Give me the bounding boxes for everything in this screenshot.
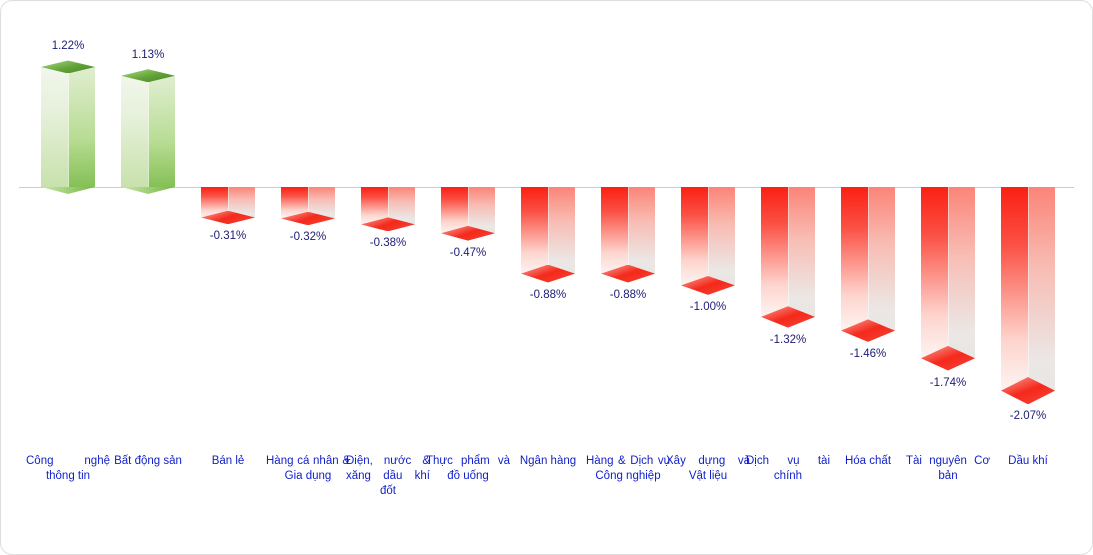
bar-group[interactable]: -0.32% Hàng cá nhân & Gia dụng bbox=[266, 1, 350, 554]
bar-group[interactable]: -1.46% Hóa chất bbox=[826, 1, 910, 554]
bar-cap-diamond bbox=[281, 211, 335, 226]
bar-body[interactable] bbox=[521, 187, 575, 274]
bar-group[interactable]: -1.00% Xây dựng và Vật liệu bbox=[666, 1, 750, 554]
bar-face-left bbox=[761, 187, 788, 317]
bar-face-left bbox=[521, 187, 548, 274]
bar-cap-diamond bbox=[361, 217, 415, 232]
bar-base-wedge bbox=[41, 187, 95, 194]
bar-group[interactable]: -0.47% Thực phẩm và đồ uống bbox=[426, 1, 510, 554]
bar-cap-diamond bbox=[41, 60, 95, 74]
bar-group[interactable]: -2.07% Dầu khí bbox=[986, 1, 1070, 554]
bar-face-left bbox=[121, 75, 148, 187]
bar-body[interactable] bbox=[441, 187, 495, 234]
value-label: -1.00% bbox=[689, 300, 727, 313]
value-label: 1.13% bbox=[131, 49, 165, 62]
category-label: Xây dựng và Vật liệu bbox=[666, 455, 750, 482]
bar-cap-diamond bbox=[441, 225, 495, 241]
bar-face-right bbox=[467, 187, 495, 234]
bar-base-wedge bbox=[121, 187, 175, 194]
bar-cap-diamond bbox=[201, 210, 255, 225]
bar-face-left bbox=[1001, 187, 1028, 391]
bar-face-right bbox=[1027, 187, 1055, 391]
bar-face-right bbox=[387, 187, 415, 225]
bar-group[interactable]: -0.88% Hàng & Dịch vụ Công nghiệp bbox=[586, 1, 670, 554]
bar-face-left bbox=[361, 187, 388, 225]
bar-body[interactable] bbox=[41, 66, 95, 187]
bar-face-left bbox=[41, 66, 68, 187]
bar-body[interactable] bbox=[921, 187, 975, 359]
bar-group[interactable]: -1.32% Dịch vụ tài chính bbox=[746, 1, 830, 554]
category-label: Dịch vụ tài chính bbox=[746, 455, 830, 482]
value-label: -1.32% bbox=[769, 333, 807, 346]
bar-group[interactable]: 1.13% Bất động sản bbox=[106, 1, 190, 554]
category-label: Dầu khí bbox=[1008, 455, 1048, 467]
bar-body[interactable] bbox=[841, 187, 895, 331]
bar-group[interactable]: 1.22% Công nghệ thông tin bbox=[26, 1, 110, 554]
category-label: Tài nguyên Cơ bản bbox=[906, 455, 990, 482]
bar-cap-diamond bbox=[841, 319, 895, 342]
bar-face-right bbox=[547, 187, 575, 274]
bar-body[interactable] bbox=[761, 187, 815, 317]
bar-cap-diamond bbox=[121, 69, 175, 83]
bar-cap-diamond bbox=[601, 264, 655, 283]
bar-face-left bbox=[681, 187, 708, 286]
value-label: -0.88% bbox=[529, 288, 567, 301]
bar-cap-diamond bbox=[681, 275, 735, 295]
value-label: -0.88% bbox=[609, 288, 647, 301]
bar-face-right bbox=[67, 66, 95, 187]
value-label: -0.38% bbox=[369, 237, 407, 250]
bar-group[interactable]: -1.74% Tài nguyên Cơ bản bbox=[906, 1, 990, 554]
category-label: Bất động sản bbox=[114, 455, 182, 467]
bar-face-right bbox=[947, 187, 975, 359]
bar-cap-diamond bbox=[761, 306, 815, 328]
bar-group[interactable]: -0.38% Điện, nước & xăng dầu khí đốt bbox=[346, 1, 430, 554]
category-label: Hàng cá nhân & Gia dụng bbox=[266, 455, 350, 482]
bar-body[interactable] bbox=[681, 187, 735, 286]
category-label: Thực phẩm và đồ uống bbox=[426, 455, 510, 482]
bar-body[interactable] bbox=[1001, 187, 1055, 391]
bar-group[interactable]: -0.31% Bán lẻ bbox=[186, 1, 270, 554]
value-label: -2.07% bbox=[1009, 410, 1047, 423]
bar-body[interactable] bbox=[361, 187, 415, 225]
bar-cap-diamond bbox=[521, 264, 575, 283]
value-label: -0.47% bbox=[449, 246, 487, 259]
value-label: -1.74% bbox=[929, 376, 967, 389]
bar-face-right bbox=[867, 187, 895, 331]
bar-face-left bbox=[601, 187, 628, 274]
bar-body[interactable] bbox=[601, 187, 655, 274]
value-label: -0.31% bbox=[209, 230, 247, 243]
bar-face-right bbox=[147, 75, 175, 187]
category-label: Điện, nước & xăng dầu khí đốt bbox=[346, 455, 430, 497]
category-label: Ngân hàng bbox=[519, 455, 577, 467]
bar-body[interactable] bbox=[121, 75, 175, 187]
bar-face-right bbox=[707, 187, 735, 286]
value-label: -0.32% bbox=[289, 231, 327, 244]
bar-face-left bbox=[441, 187, 468, 234]
bar-face-right bbox=[627, 187, 655, 274]
value-label: 1.22% bbox=[51, 40, 85, 53]
value-label: -1.46% bbox=[849, 347, 887, 360]
category-label: Hóa chất bbox=[844, 455, 892, 467]
bar-group[interactable]: -0.88% Ngân hàng bbox=[506, 1, 590, 554]
category-label: Công nghệ thông tin bbox=[26, 455, 110, 482]
bar-face-right bbox=[787, 187, 815, 317]
category-label: Bán lẻ bbox=[211, 455, 245, 467]
bar-face-left bbox=[921, 187, 948, 359]
category-label: Hàng & Dịch vụ Công nghiệp bbox=[586, 455, 670, 482]
bar-face-left bbox=[841, 187, 868, 331]
